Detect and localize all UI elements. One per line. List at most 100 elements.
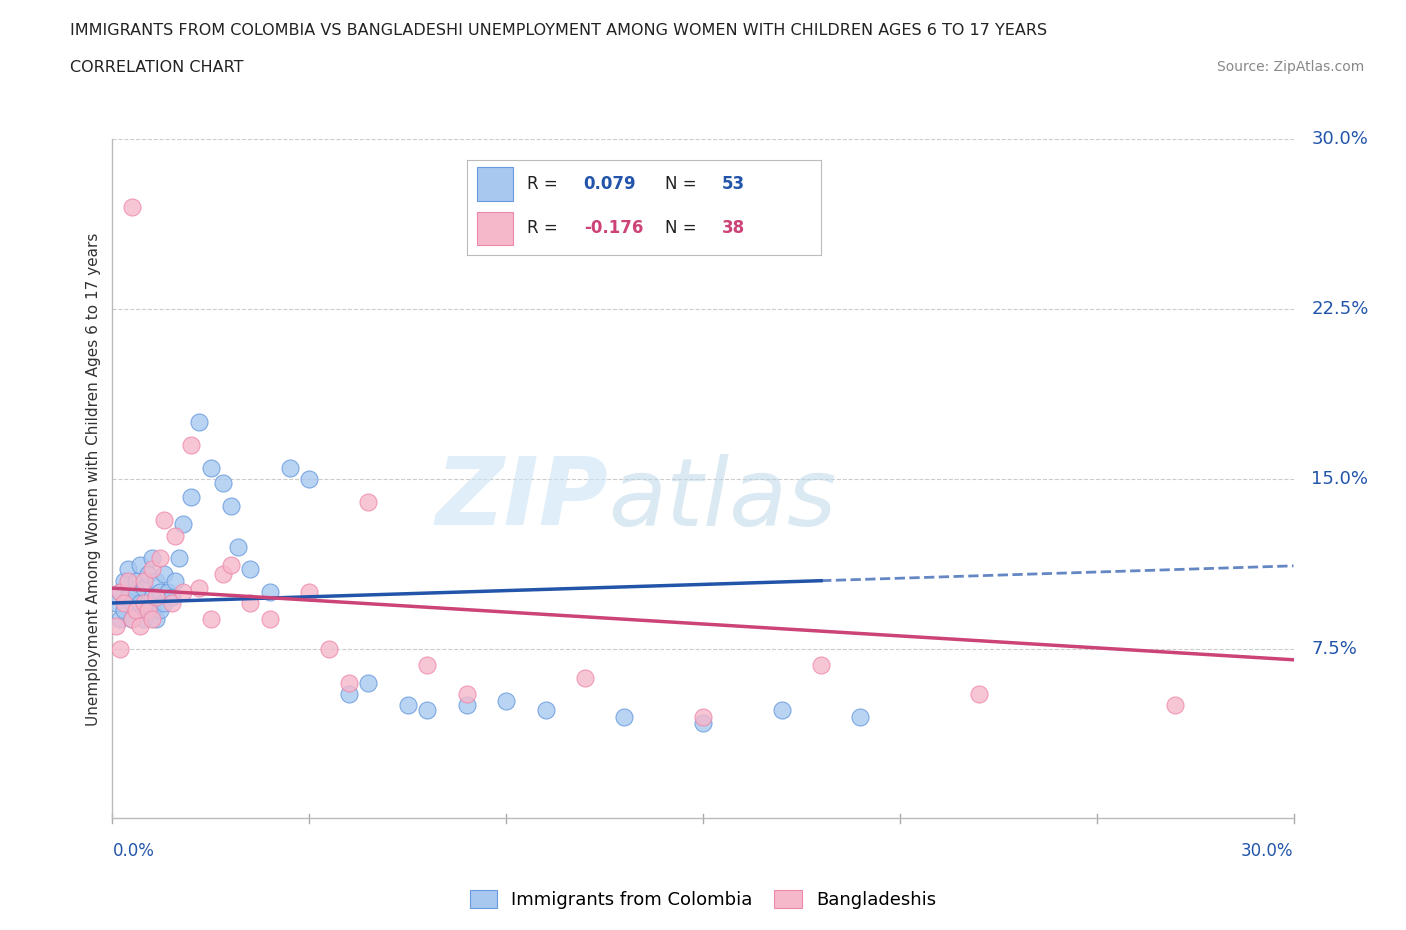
Point: [534, 702, 557, 717]
Point: [125, 585, 148, 600]
Point: [145, 590, 167, 604]
Point: [219, 498, 242, 513]
Point: [141, 551, 163, 565]
Point: [141, 612, 163, 627]
Point: [278, 460, 301, 475]
Point: [117, 590, 139, 604]
Point: [136, 603, 159, 618]
Point: [357, 675, 380, 690]
Text: Source: ZipAtlas.com: Source: ZipAtlas.com: [1216, 60, 1364, 74]
Text: 7.5%: 7.5%: [1312, 640, 1357, 658]
Point: [125, 603, 148, 618]
Point: [112, 573, 135, 589]
Point: [165, 528, 187, 543]
Point: [141, 603, 163, 618]
Point: [259, 585, 281, 600]
Point: [169, 551, 191, 565]
Point: [121, 596, 143, 611]
Legend: Immigrants from Colombia, Bangladeshis: Immigrants from Colombia, Bangladeshis: [463, 883, 943, 916]
Point: [416, 658, 439, 672]
Point: [337, 686, 360, 701]
Point: [239, 562, 262, 577]
Point: [160, 590, 183, 604]
Point: [810, 658, 832, 672]
Point: [136, 566, 159, 581]
Point: [967, 686, 990, 701]
Text: CORRELATION CHART: CORRELATION CHART: [70, 60, 243, 75]
Point: [495, 693, 517, 708]
Point: [172, 517, 194, 532]
Point: [105, 596, 128, 611]
Text: 30.0%: 30.0%: [1241, 842, 1294, 859]
Point: [180, 489, 202, 504]
Point: [112, 603, 135, 618]
Point: [132, 580, 155, 595]
Point: [172, 585, 194, 600]
Point: [117, 562, 139, 577]
Point: [416, 702, 439, 717]
Point: [1164, 698, 1187, 712]
Point: [456, 698, 478, 712]
Point: [149, 603, 172, 618]
Point: [132, 596, 155, 611]
Point: [110, 585, 132, 600]
Point: [228, 539, 250, 554]
Point: [211, 476, 233, 491]
Point: [136, 596, 159, 611]
Point: [156, 585, 179, 600]
Point: [259, 612, 281, 627]
Y-axis label: Unemployment Among Women with Children Ages 6 to 17 years: Unemployment Among Women with Children A…: [86, 232, 101, 725]
Point: [396, 698, 419, 712]
Text: 30.0%: 30.0%: [1312, 130, 1368, 149]
Point: [129, 596, 152, 611]
Point: [125, 573, 148, 589]
Point: [613, 709, 636, 724]
Point: [105, 618, 128, 633]
Text: 15.0%: 15.0%: [1312, 470, 1368, 488]
Point: [110, 612, 132, 627]
Point: [574, 671, 596, 685]
Point: [132, 612, 155, 627]
Text: atlas: atlas: [609, 454, 837, 545]
Point: [200, 612, 222, 627]
Point: [145, 573, 167, 589]
Point: [318, 642, 340, 657]
Point: [180, 437, 202, 452]
Point: [152, 566, 174, 581]
Point: [117, 573, 139, 589]
Point: [145, 612, 167, 627]
Point: [692, 716, 714, 731]
Point: [141, 590, 163, 604]
Point: [141, 562, 163, 577]
Point: [211, 566, 233, 581]
Point: [149, 551, 172, 565]
Point: [121, 612, 143, 627]
Point: [129, 618, 152, 633]
Point: [121, 200, 143, 215]
Text: IMMIGRANTS FROM COLOMBIA VS BANGLADESHI UNEMPLOYMENT AMONG WOMEN WITH CHILDREN A: IMMIGRANTS FROM COLOMBIA VS BANGLADESHI …: [70, 23, 1047, 38]
Point: [160, 596, 183, 611]
Point: [456, 686, 478, 701]
Point: [110, 642, 132, 657]
Point: [219, 557, 242, 572]
Point: [149, 585, 172, 600]
Point: [152, 512, 174, 527]
Point: [188, 415, 211, 430]
Point: [849, 709, 872, 724]
Point: [132, 573, 155, 589]
Text: 0.0%: 0.0%: [112, 842, 155, 859]
Point: [188, 580, 211, 595]
Point: [357, 494, 380, 509]
Point: [770, 702, 793, 717]
Point: [692, 709, 714, 724]
Point: [298, 585, 321, 600]
Text: ZIP: ZIP: [436, 453, 609, 545]
Point: [121, 612, 143, 627]
Text: 22.5%: 22.5%: [1312, 300, 1368, 318]
Point: [129, 557, 152, 572]
Point: [110, 585, 132, 600]
Point: [125, 603, 148, 618]
Point: [337, 675, 360, 690]
Point: [200, 460, 222, 475]
Point: [239, 596, 262, 611]
